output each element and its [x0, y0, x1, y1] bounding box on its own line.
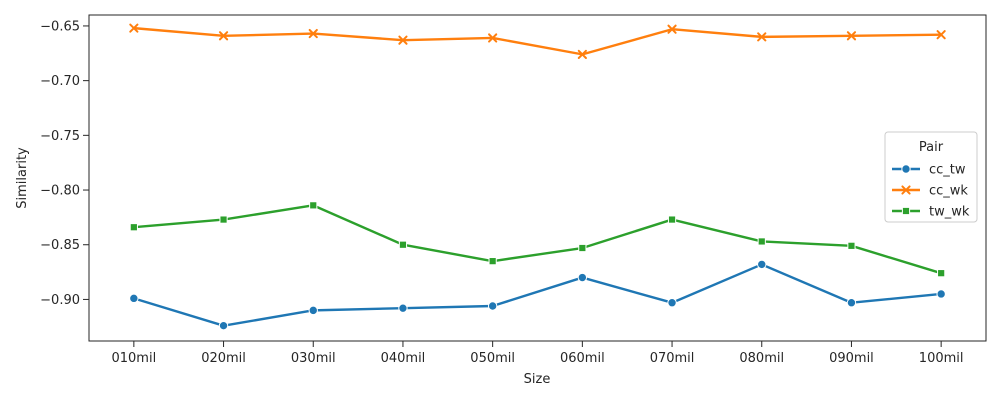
- data-point-tw_wk: [309, 201, 318, 210]
- series-tw_wk: [129, 201, 946, 278]
- data-point-tw_wk: [398, 240, 408, 249]
- data-point-cc_wk: [757, 32, 767, 42]
- x-tick-label: 100mil: [919, 351, 964, 366]
- x-tick-label: 010mil: [111, 351, 156, 366]
- legend-marker: [901, 164, 911, 174]
- y-tick-label: −0.75: [40, 129, 80, 144]
- y-tick-label: −0.65: [40, 19, 80, 34]
- y-tick-label: −0.85: [40, 238, 80, 253]
- data-point-tw_wk: [129, 223, 138, 232]
- series-line-cc_wk: [133, 26, 942, 56]
- y-axis: −0.65 −0.70 −0.75 −0.80 −0.85 −0.90: [40, 19, 89, 308]
- legend-title: Pair: [919, 140, 944, 155]
- data-point-cc_wk: [577, 49, 587, 59]
- data-point-cc_tw: [846, 298, 857, 308]
- x-tick-label: 020mil: [201, 351, 246, 366]
- legend-item-cc_wk: cc_wk: [892, 184, 968, 199]
- data-point-tw_wk: [578, 243, 587, 253]
- series-line-cc_tw: [133, 263, 942, 327]
- x-tick-label: 070mil: [650, 351, 695, 366]
- data-point-tw_wk: [488, 257, 497, 266]
- x-tick-label: 060mil: [560, 351, 605, 366]
- x-tick-label: 080mil: [739, 351, 784, 366]
- data-point-tw_wk: [847, 241, 856, 250]
- data-point-tw_wk: [937, 269, 946, 278]
- x-tick-label: 090mil: [829, 351, 874, 366]
- data-point-cc_wk: [846, 31, 857, 41]
- legend-box: [884, 131, 978, 223]
- plot-frame: [88, 14, 987, 342]
- data-point-cc_wk: [308, 28, 318, 39]
- data-point-cc_tw: [757, 259, 767, 270]
- data-point-cc_tw: [308, 305, 318, 316]
- data-point-cc_tw: [129, 293, 139, 304]
- x-tick-label: 030mil: [291, 351, 336, 366]
- data-point-cc_tw: [936, 289, 946, 299]
- legend-marker: [901, 206, 911, 216]
- data-point-cc_tw: [667, 298, 677, 308]
- data-point-cc_tw: [577, 272, 588, 283]
- data-point-tw_wk: [219, 215, 228, 224]
- data-point-tw_wk: [667, 215, 677, 224]
- series-cc_wk: [129, 23, 946, 59]
- data-point-cc_wk: [129, 23, 139, 33]
- y-tick-label: −0.70: [40, 74, 80, 89]
- legend: Pair cc_tw cc_wk tw_wk: [884, 131, 978, 223]
- y-tick-label: −0.80: [40, 184, 80, 199]
- y-axis-label: Similarity: [15, 147, 30, 209]
- x-axis: 010mil 020mil 030mil 040mil 050mil 060mil 070m…: [111, 341, 964, 366]
- legend-label: tw_wk: [929, 205, 970, 220]
- data-point-cc_tw: [218, 320, 229, 331]
- x-tick-label: 040mil: [381, 351, 426, 366]
- data-point-cc_tw: [398, 303, 408, 313]
- x-axis-label: Size: [524, 372, 551, 387]
- data-point-cc_wk: [488, 33, 498, 43]
- x-tick-label: 050mil: [470, 351, 515, 366]
- series-line-tw_wk: [133, 204, 942, 275]
- data-point-cc_wk: [218, 31, 229, 41]
- data-point-tw_wk: [757, 237, 766, 246]
- legend-marker: [901, 185, 911, 195]
- data-point-cc_tw: [487, 301, 498, 311]
- legend-label: cc_wk: [929, 184, 968, 199]
- legend-item-cc_tw: cc_tw: [892, 163, 966, 178]
- y-tick-label: −0.90: [40, 293, 80, 308]
- data-point-cc_wk: [398, 35, 408, 45]
- legend-item-tw_wk: tw_wk: [892, 205, 970, 220]
- series-layer: [129, 23, 946, 331]
- series-cc_tw: [129, 259, 946, 331]
- data-point-cc_wk: [936, 30, 946, 40]
- data-point-cc_wk: [667, 24, 677, 34]
- legend-label: cc_tw: [929, 163, 966, 178]
